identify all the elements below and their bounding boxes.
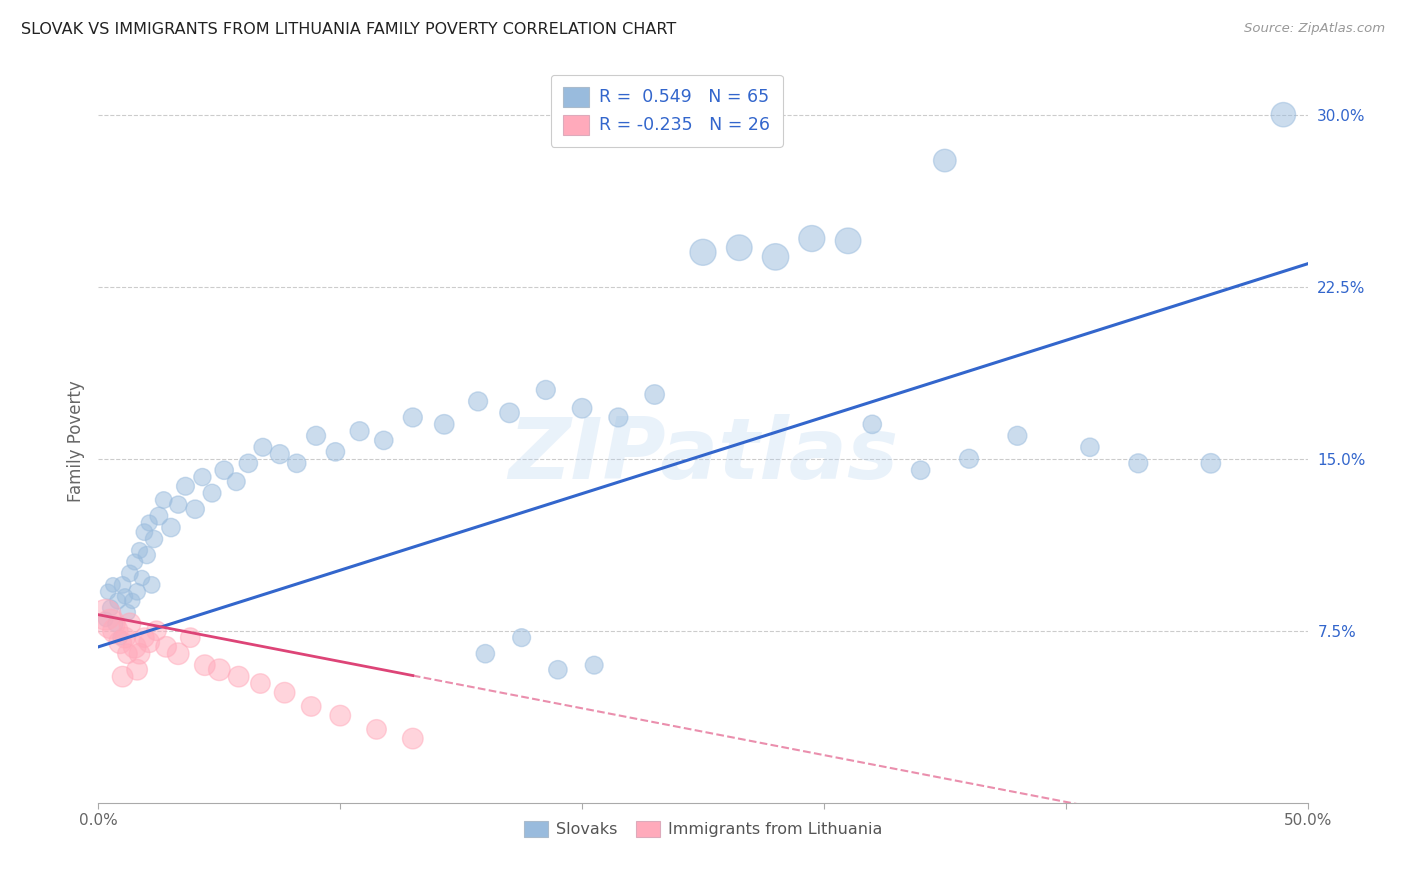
Point xyxy=(124,555,146,569)
Point xyxy=(765,250,787,264)
Point xyxy=(118,566,141,581)
Point xyxy=(1272,108,1295,122)
Point xyxy=(117,647,139,661)
Y-axis label: Family Poverty: Family Poverty xyxy=(66,381,84,502)
Point xyxy=(134,525,156,540)
Point xyxy=(108,635,131,649)
Point xyxy=(269,447,291,461)
Point xyxy=(402,731,425,746)
Point xyxy=(467,394,489,409)
Point xyxy=(366,723,388,737)
Point xyxy=(305,429,328,443)
Point xyxy=(100,600,122,615)
Point xyxy=(101,578,124,592)
Point xyxy=(174,479,197,493)
Point xyxy=(644,387,666,401)
Point xyxy=(498,406,520,420)
Text: Source: ZipAtlas.com: Source: ZipAtlas.com xyxy=(1244,22,1385,36)
Point xyxy=(201,486,224,500)
Point xyxy=(111,670,134,684)
Point xyxy=(225,475,247,489)
Point xyxy=(155,640,177,654)
Point xyxy=(1199,456,1222,470)
Point xyxy=(114,631,136,645)
Point xyxy=(100,616,122,631)
Point xyxy=(94,607,117,622)
Point xyxy=(124,640,146,654)
Point xyxy=(121,594,143,608)
Point xyxy=(800,231,823,245)
Point xyxy=(349,424,371,438)
Point xyxy=(433,417,456,432)
Point xyxy=(117,606,139,620)
Point xyxy=(228,670,250,684)
Point xyxy=(114,590,136,604)
Point xyxy=(474,647,496,661)
Point xyxy=(191,470,214,484)
Point xyxy=(107,594,129,608)
Point xyxy=(184,502,207,516)
Point xyxy=(837,234,859,248)
Point xyxy=(252,440,274,454)
Point xyxy=(135,548,157,562)
Point xyxy=(127,663,149,677)
Point xyxy=(249,676,271,690)
Point xyxy=(128,647,150,661)
Point xyxy=(118,616,141,631)
Point xyxy=(910,463,932,477)
Point xyxy=(143,532,166,546)
Text: ZIPatlas: ZIPatlas xyxy=(508,415,898,498)
Point xyxy=(299,699,322,714)
Point xyxy=(510,631,533,645)
Point xyxy=(138,635,160,649)
Point xyxy=(329,708,352,723)
Point xyxy=(160,520,183,534)
Point xyxy=(145,624,167,638)
Point xyxy=(373,434,395,448)
Point xyxy=(273,686,295,700)
Point xyxy=(131,571,153,585)
Point xyxy=(128,543,150,558)
Point xyxy=(138,516,160,530)
Point xyxy=(238,456,260,470)
Point xyxy=(607,410,630,425)
Point xyxy=(167,647,190,661)
Point xyxy=(134,631,156,645)
Point xyxy=(957,451,980,466)
Point xyxy=(583,658,606,673)
Point xyxy=(212,463,235,477)
Legend: Slovaks, Immigrants from Lithuania: Slovaks, Immigrants from Lithuania xyxy=(516,813,890,846)
Point xyxy=(194,658,217,673)
Text: SLOVAK VS IMMIGRANTS FROM LITHUANIA FAMILY POVERTY CORRELATION CHART: SLOVAK VS IMMIGRANTS FROM LITHUANIA FAMI… xyxy=(21,22,676,37)
Point xyxy=(97,584,120,599)
Point xyxy=(111,578,134,592)
Point xyxy=(571,401,593,416)
Point xyxy=(1007,429,1029,443)
Point xyxy=(104,624,127,638)
Point xyxy=(108,631,131,645)
Point xyxy=(179,631,201,645)
Point xyxy=(141,578,163,592)
Point xyxy=(148,509,170,524)
Point xyxy=(860,417,883,432)
Point xyxy=(104,616,127,631)
Point xyxy=(692,245,714,260)
Point xyxy=(167,498,190,512)
Point xyxy=(285,456,308,470)
Point xyxy=(547,663,569,677)
Point xyxy=(402,410,425,425)
Point xyxy=(934,153,956,168)
Point xyxy=(1128,456,1150,470)
Point xyxy=(208,663,231,677)
Point xyxy=(728,241,751,255)
Point xyxy=(534,383,557,397)
Point xyxy=(94,612,117,626)
Point xyxy=(152,493,174,508)
Point xyxy=(325,445,347,459)
Point xyxy=(1078,440,1101,454)
Point xyxy=(127,584,149,599)
